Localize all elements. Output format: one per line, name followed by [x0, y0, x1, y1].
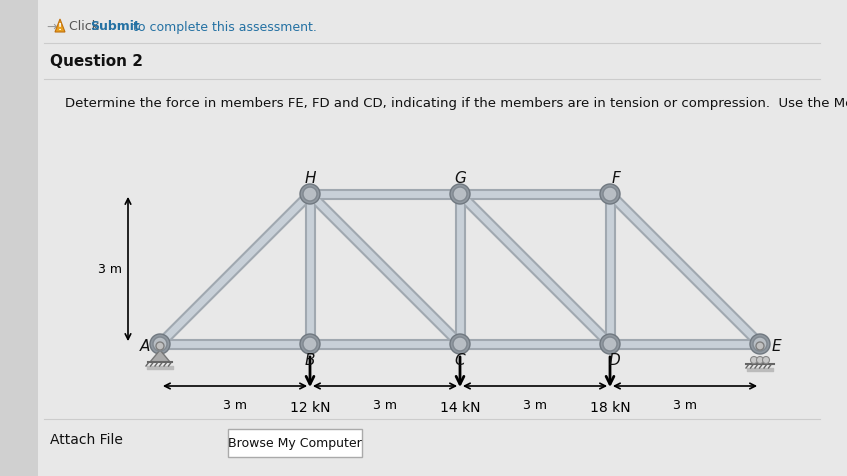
Text: D: D — [608, 353, 620, 368]
Circle shape — [300, 185, 320, 205]
Circle shape — [303, 337, 317, 351]
Circle shape — [453, 337, 467, 351]
Text: B: B — [305, 353, 315, 368]
Text: H: H — [304, 171, 316, 186]
Text: G: G — [454, 171, 466, 186]
Text: Question 2: Question 2 — [50, 54, 143, 69]
Text: !: ! — [58, 23, 62, 32]
Text: to complete this assessment.: to complete this assessment. — [129, 20, 317, 33]
Text: F: F — [612, 171, 620, 186]
Circle shape — [453, 188, 467, 201]
Circle shape — [303, 188, 317, 201]
Circle shape — [750, 334, 770, 354]
Text: 3 m: 3 m — [223, 398, 247, 411]
Text: 18 kN: 18 kN — [590, 400, 630, 414]
Text: 3 m: 3 m — [673, 398, 697, 411]
Circle shape — [762, 357, 770, 364]
Text: 3 m: 3 m — [98, 263, 122, 276]
Circle shape — [300, 334, 320, 354]
Text: Determine the force in members FE, FD and CD, indicating if the members are in t: Determine the force in members FE, FD an… — [65, 96, 847, 109]
Circle shape — [600, 185, 620, 205]
Circle shape — [150, 334, 170, 354]
Circle shape — [756, 357, 763, 364]
Text: Submit: Submit — [90, 20, 140, 33]
Text: 14 kN: 14 kN — [440, 400, 480, 414]
Polygon shape — [55, 20, 65, 33]
Circle shape — [156, 342, 164, 350]
Circle shape — [600, 334, 620, 354]
Text: C: C — [455, 353, 465, 368]
Text: 12 kN: 12 kN — [290, 400, 330, 414]
Circle shape — [450, 334, 470, 354]
Circle shape — [603, 188, 617, 201]
Text: 3 m: 3 m — [373, 398, 397, 411]
Text: Attach File: Attach File — [50, 432, 123, 446]
Text: A: A — [140, 339, 150, 354]
Circle shape — [450, 185, 470, 205]
Circle shape — [756, 342, 764, 350]
Text: E: E — [771, 339, 781, 354]
Circle shape — [753, 337, 767, 351]
Circle shape — [603, 337, 617, 351]
Text: →: → — [46, 20, 57, 33]
Text: Click: Click — [69, 20, 103, 33]
Bar — [0, 0, 38, 476]
FancyBboxPatch shape — [228, 429, 362, 457]
Polygon shape — [150, 350, 170, 362]
Text: 3 m: 3 m — [523, 398, 547, 411]
Circle shape — [750, 357, 757, 364]
Text: Browse My Computer: Browse My Computer — [228, 436, 362, 449]
Circle shape — [153, 337, 167, 351]
